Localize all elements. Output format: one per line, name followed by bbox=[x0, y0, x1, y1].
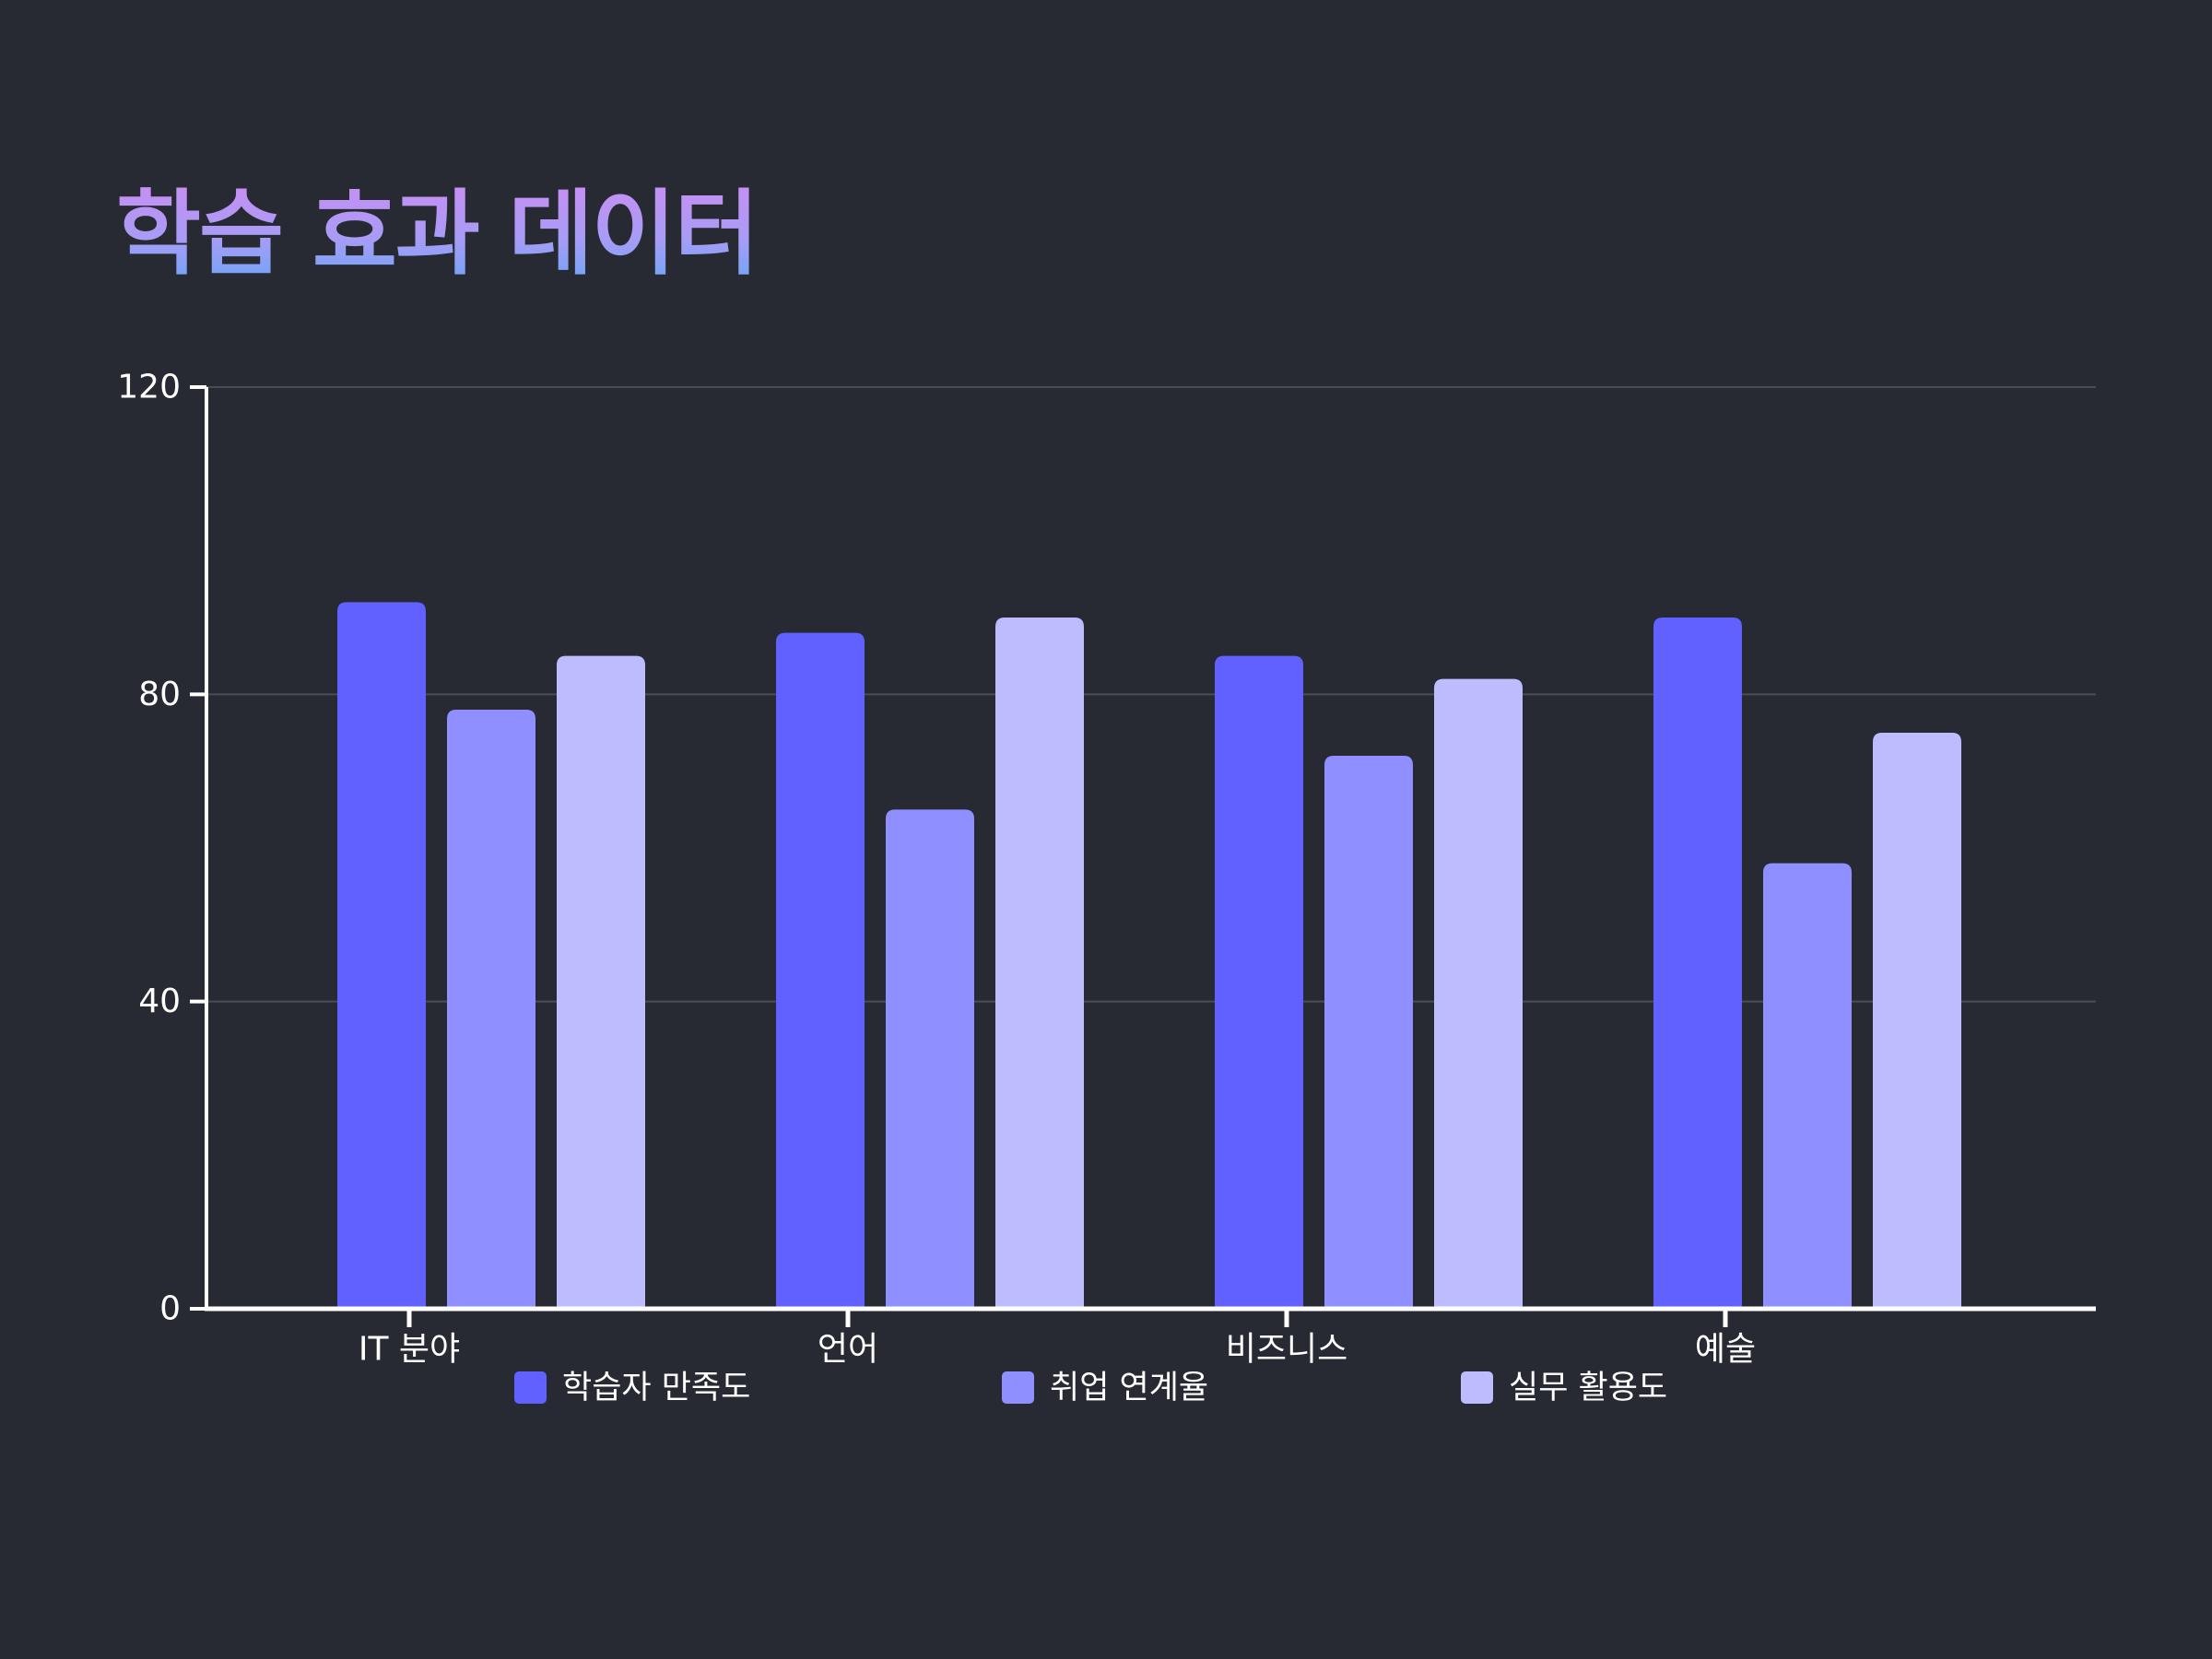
x-tick-label-2: 언어 bbox=[818, 1331, 878, 1369]
legend-label-2: 취업 연계율 bbox=[1050, 1370, 1208, 1406]
bar-1-2 bbox=[447, 710, 535, 1309]
bar-3-2 bbox=[1324, 756, 1413, 1309]
bar-1-1 bbox=[337, 602, 426, 1309]
bar-2-1 bbox=[776, 632, 865, 1309]
x-tick-label-1: IT 분야 bbox=[359, 1331, 460, 1369]
chart-title: 학습 효과 데이터 bbox=[116, 180, 759, 288]
y-tick-label-40: 40 bbox=[138, 982, 181, 1020]
legend-swatch-1 bbox=[514, 1371, 547, 1404]
bar-3-1 bbox=[1215, 655, 1303, 1309]
y-tick-label-0: 0 bbox=[159, 1290, 181, 1328]
bar-4-3 bbox=[1873, 733, 1961, 1309]
x-tick-label-4: 예술 bbox=[1695, 1331, 1756, 1369]
legend-swatch-3 bbox=[1461, 1371, 1493, 1404]
bar-1-3 bbox=[557, 655, 645, 1309]
y-tick-label-80: 80 bbox=[138, 676, 181, 713]
y-tick-label-120: 120 bbox=[117, 369, 181, 406]
bar-4-1 bbox=[1653, 618, 1742, 1309]
legend-swatch-2 bbox=[1002, 1371, 1034, 1404]
bar-2-3 bbox=[995, 618, 1084, 1309]
legend-label-1: 학습자 만족도 bbox=[562, 1370, 750, 1406]
x-tick-label-3: 비즈니스 bbox=[1226, 1331, 1347, 1369]
bar-2-2 bbox=[886, 809, 974, 1309]
bar-4-2 bbox=[1763, 863, 1852, 1309]
bar-3-3 bbox=[1434, 678, 1523, 1309]
legend-label-3: 실무 활용도 bbox=[1509, 1370, 1667, 1406]
